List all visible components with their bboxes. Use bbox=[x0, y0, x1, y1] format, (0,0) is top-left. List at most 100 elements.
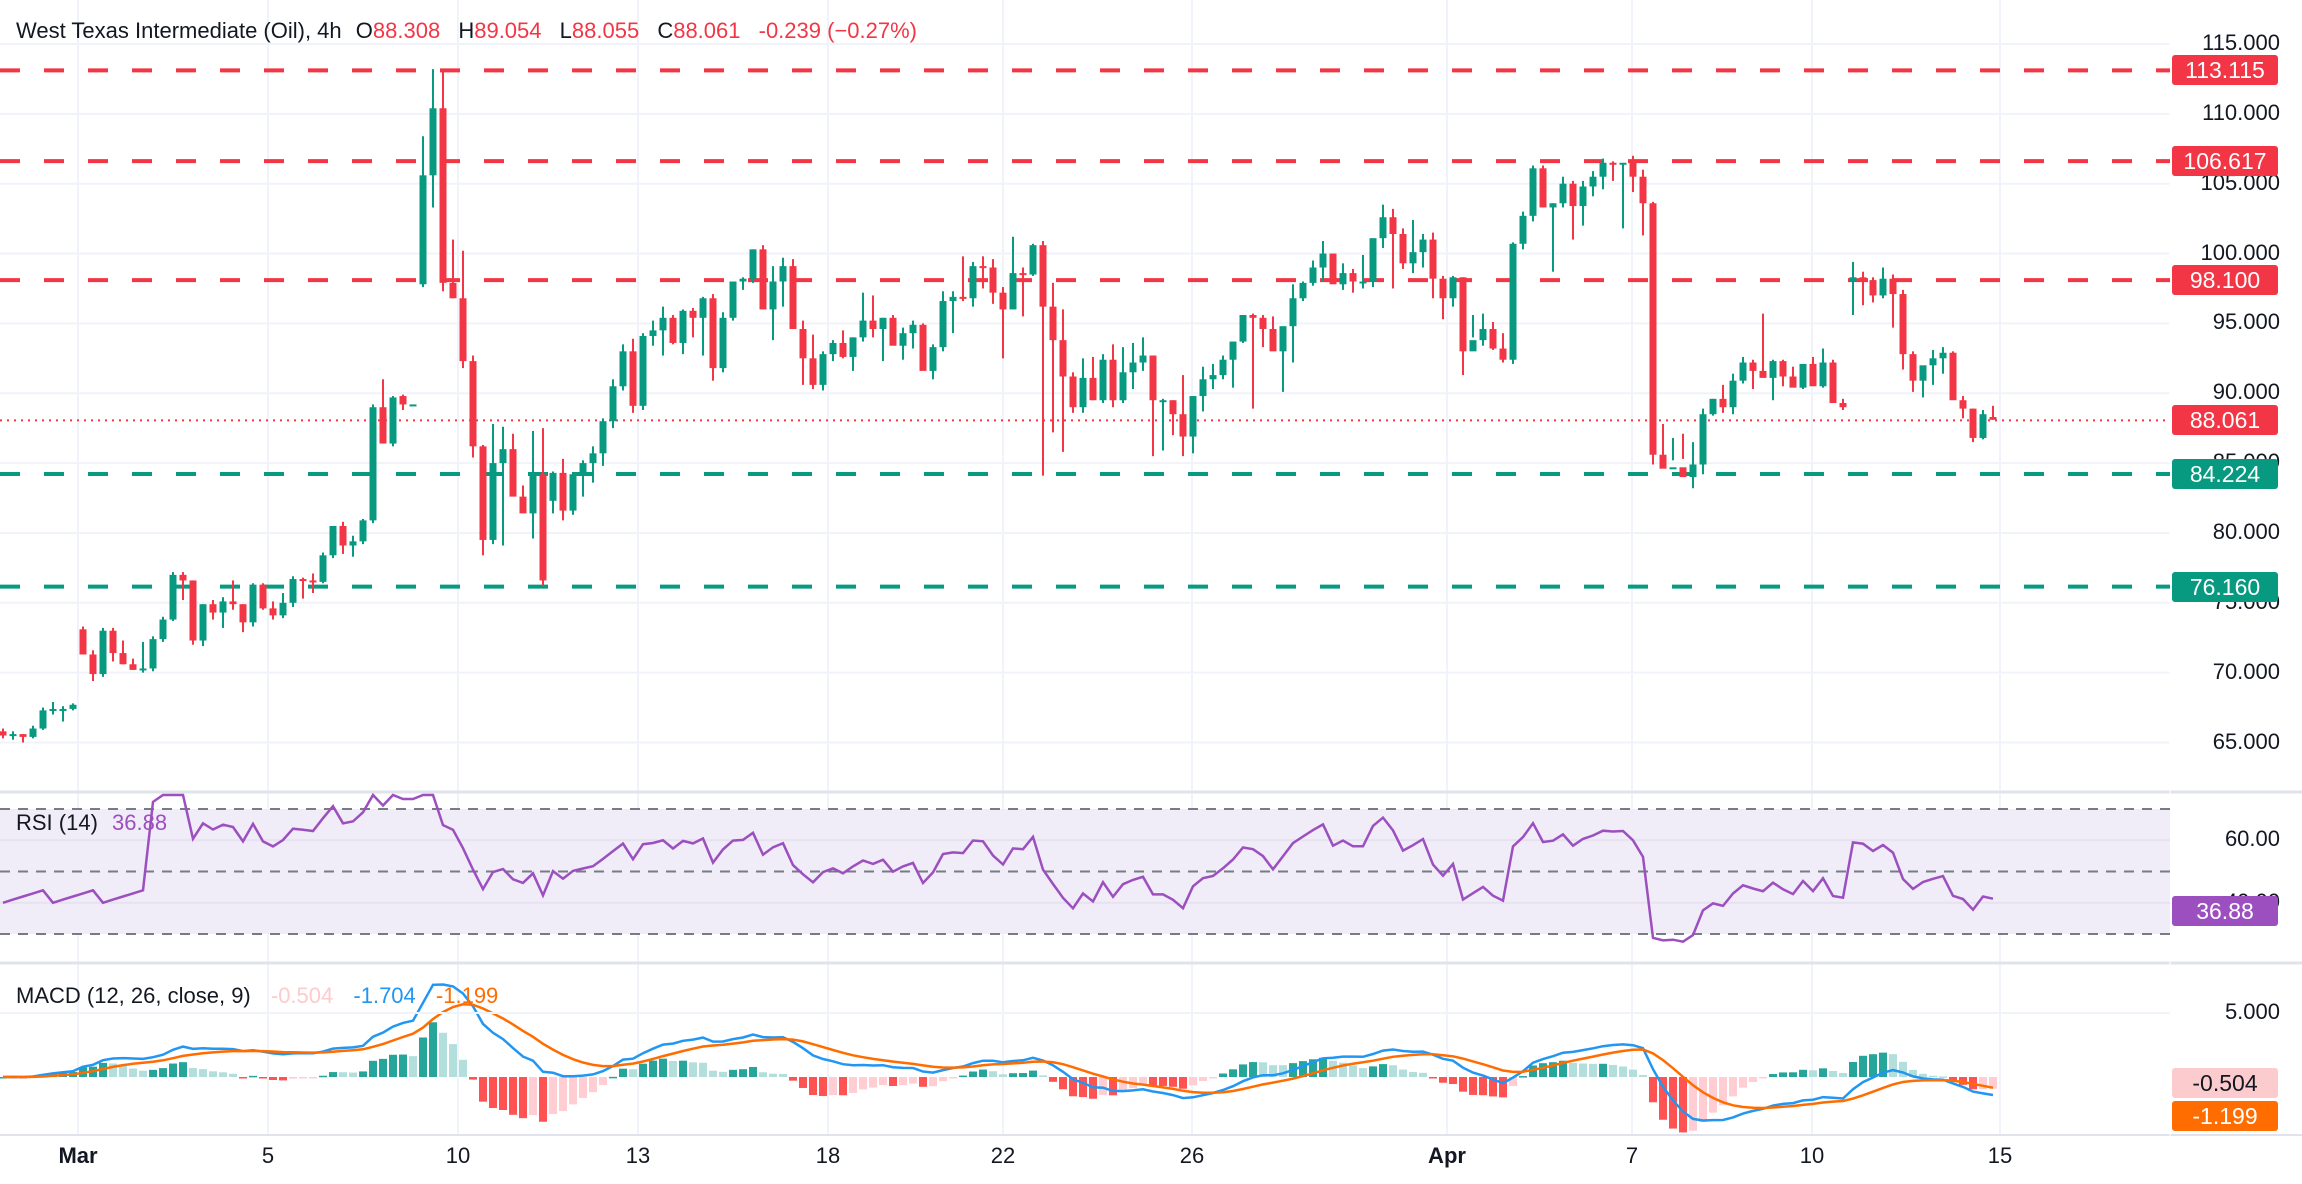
candle-body bbox=[0, 731, 7, 736]
macd-histogram-bar bbox=[679, 1060, 687, 1077]
macd-histogram-bar bbox=[889, 1077, 897, 1086]
candle-body bbox=[369, 407, 377, 521]
macd-histogram-bar bbox=[709, 1070, 717, 1077]
price-axis-label: 70.000 bbox=[2212, 658, 2280, 684]
candle-body bbox=[349, 541, 357, 546]
candle-body bbox=[929, 347, 937, 371]
macd-histogram-bar bbox=[1269, 1065, 1277, 1077]
price-level-tag: 106.617 bbox=[2172, 146, 2278, 177]
macd-histogram-bar bbox=[139, 1070, 147, 1077]
candle-body bbox=[249, 584, 257, 623]
candle-body bbox=[449, 282, 457, 299]
rsi-line bbox=[2, 792, 1994, 944]
candle-body bbox=[1539, 168, 1547, 208]
candle-body bbox=[849, 337, 857, 357]
candle-body bbox=[1839, 403, 1847, 408]
candle-body bbox=[1119, 372, 1127, 401]
macd-histogram-bar bbox=[1709, 1077, 1717, 1113]
macd-histogram-bar bbox=[1509, 1077, 1517, 1087]
candle-body bbox=[1289, 298, 1297, 327]
candle-body bbox=[559, 472, 567, 511]
macd-histogram-bar bbox=[1139, 1077, 1147, 1085]
candle-body bbox=[1129, 362, 1137, 373]
macd-histogram-bar bbox=[1319, 1057, 1327, 1077]
candle-body bbox=[1959, 400, 1967, 409]
candle-body bbox=[1789, 376, 1797, 388]
macd-histogram-bar bbox=[429, 1022, 437, 1077]
macd-histogram-bar bbox=[949, 1077, 957, 1079]
candle-body bbox=[1439, 278, 1447, 299]
macd-histogram-bar bbox=[1659, 1077, 1667, 1120]
macd-histogram-bar bbox=[1859, 1055, 1867, 1077]
macd-histogram-bar bbox=[309, 1077, 317, 1079]
macd-histogram-bar bbox=[159, 1068, 167, 1077]
candle-body bbox=[809, 358, 817, 385]
macd-histogram-bar bbox=[1399, 1069, 1407, 1077]
candle-body bbox=[1749, 362, 1757, 371]
macd-histogram-bar bbox=[1339, 1062, 1347, 1077]
candle-body bbox=[1159, 400, 1167, 403]
candle-body bbox=[99, 630, 107, 675]
macd-histogram-bar bbox=[839, 1077, 847, 1096]
candle-body bbox=[1209, 375, 1217, 380]
macd-histogram-bar bbox=[219, 1072, 227, 1077]
candle-body bbox=[529, 474, 537, 514]
macd-histogram-bar bbox=[1529, 1065, 1537, 1077]
macd-histogram-bar bbox=[119, 1065, 127, 1077]
candle-body bbox=[1089, 377, 1097, 401]
macd-histogram-bar bbox=[1829, 1071, 1837, 1077]
candle-body bbox=[829, 342, 837, 355]
candle-body bbox=[1179, 414, 1187, 437]
ohlc-open: O88.308 bbox=[355, 18, 441, 43]
candle-body bbox=[1459, 277, 1467, 352]
candle-body bbox=[889, 317, 897, 346]
candle-body bbox=[1139, 355, 1147, 363]
candle-body bbox=[639, 335, 647, 406]
ohlc-low: L88.055 bbox=[559, 18, 640, 43]
candle-body bbox=[1899, 294, 1907, 355]
candle-body bbox=[1409, 252, 1417, 264]
macd-histogram-bar bbox=[1719, 1077, 1727, 1106]
macd-axis-label: 5.000 bbox=[2224, 999, 2280, 1024]
candle-body bbox=[1229, 341, 1237, 360]
macd-histogram-bar bbox=[129, 1068, 137, 1077]
candle-body bbox=[1519, 215, 1527, 244]
macd-histogram-bar bbox=[1079, 1077, 1087, 1098]
macd-histogram-bar bbox=[1849, 1061, 1857, 1077]
candle-body bbox=[159, 619, 167, 640]
candle-body bbox=[479, 446, 487, 540]
candle-body bbox=[1319, 253, 1327, 268]
rsi-value-tag: 36.88 bbox=[2172, 896, 2278, 926]
macd-histogram-bar bbox=[1109, 1077, 1117, 1096]
candle-body bbox=[1739, 362, 1747, 381]
macd-histogram-bar bbox=[379, 1058, 387, 1077]
candle-body bbox=[949, 296, 957, 302]
macd-histogram-bar bbox=[1099, 1077, 1107, 1095]
time-axis-label: 7 bbox=[1625, 1143, 1639, 1168]
candle-body bbox=[1759, 370, 1767, 378]
candle-body bbox=[69, 704, 77, 709]
rsi-legend: RSI (14) 36.88 bbox=[16, 810, 175, 836]
candle-body bbox=[1049, 306, 1057, 341]
candle-body bbox=[1699, 414, 1707, 465]
candle-body bbox=[269, 608, 277, 616]
macd-histogram-bar bbox=[359, 1071, 367, 1077]
ohlc-high: H89.054 bbox=[458, 18, 542, 43]
candle-body bbox=[1299, 282, 1307, 299]
candle-body bbox=[1989, 416, 1997, 420]
candle-body bbox=[89, 654, 97, 675]
candle-body bbox=[1019, 273, 1027, 276]
macd-histogram-bar bbox=[1539, 1063, 1547, 1077]
macd-histogram-bar bbox=[779, 1073, 787, 1077]
macd-histogram-bar bbox=[1299, 1061, 1307, 1077]
candle-body bbox=[549, 472, 557, 501]
candle-body bbox=[739, 278, 747, 282]
candle-body bbox=[819, 354, 827, 385]
candle-body bbox=[589, 453, 597, 464]
macd-histogram-bar bbox=[1479, 1077, 1487, 1096]
macd-histogram-bar bbox=[1499, 1077, 1507, 1098]
candle-body bbox=[609, 386, 617, 422]
macd-histogram-bar bbox=[1369, 1066, 1377, 1077]
candle-body bbox=[339, 525, 347, 546]
